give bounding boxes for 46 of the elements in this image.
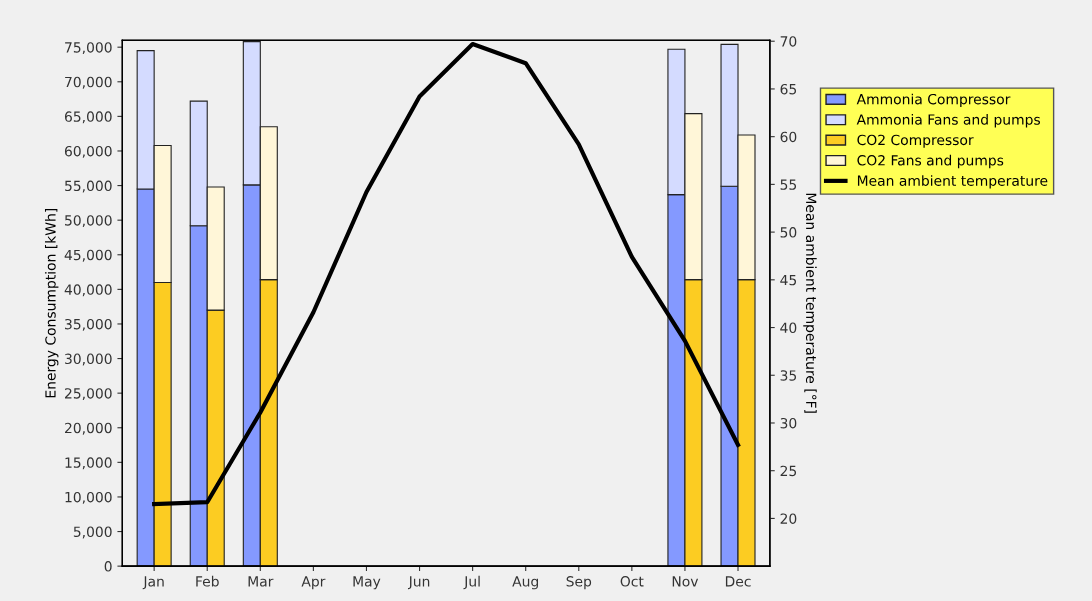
y-tick-label: 45,000 (64, 249, 112, 262)
y2-tick-label: 50 (780, 227, 797, 238)
legend-label: Ammonia Compressor (856, 93, 1011, 108)
y-tick-label: 55,000 (65, 180, 112, 193)
legend-label: CO2 Fans and pumps (857, 154, 1004, 169)
x-tick-label: Oct (620, 576, 644, 587)
y2-tick-label: 65 (780, 83, 797, 95)
y-tick-label: 20,000 (65, 422, 112, 435)
y-axis-title: Energy Consumption [kWh] (44, 208, 59, 398)
y2-tick-label: 35 (780, 370, 797, 381)
y2-tick-label: 55 (780, 179, 797, 190)
y2-tick-label: 70 (780, 36, 797, 47)
y-tick-label: 70,000 (65, 76, 112, 89)
y2-tick-label: 40 (780, 322, 797, 334)
y2-tick-label: 30 (780, 417, 797, 429)
y2-axis-title: Mean ambient temperature [°F] (803, 193, 817, 413)
y-tick-label: 50,000 (65, 215, 112, 228)
x-tick-label: May (353, 576, 381, 590)
y2-tick-label: 25 (780, 465, 797, 477)
y-tick-label: 60,000 (64, 145, 112, 158)
x-tick-label: Apr (301, 576, 326, 590)
x-tick-label: Dec (725, 576, 751, 587)
y2-tick-label: 60 (780, 131, 797, 143)
x-tick-label: Feb (196, 575, 219, 587)
x-tick-label: Jan (142, 576, 164, 590)
x-tick-label: Jun (407, 576, 430, 590)
y-tick-label: 30,000 (65, 353, 112, 366)
y-tick-label: 10,000 (65, 491, 112, 504)
y-tick-label: 25,000 (65, 388, 112, 401)
x-tick-label: Mar (248, 576, 274, 587)
x-tick-label: Nov (672, 576, 699, 587)
x-tick-label: Jul (463, 575, 480, 590)
y2-tick-label: 45 (780, 274, 797, 286)
y-tick-label: 5,000 (73, 526, 112, 539)
y-tick-label: 0 (104, 561, 112, 572)
y-tick-label: 35,000 (65, 318, 112, 331)
y-tick-label: 40,000 (64, 284, 112, 297)
legend-label: Mean ambient temperature (857, 175, 1048, 189)
legend-label: CO2 Compressor (857, 134, 974, 148)
legend-label: Ammonia Fans and pumps (856, 114, 1040, 128)
y-tick-label: 75,000 (65, 42, 112, 55)
x-tick-label: Sep (566, 576, 592, 590)
y-tick-label: 15,000 (65, 457, 112, 470)
x-tick-label: Aug (512, 576, 538, 590)
y-tick-label: 65,000 (64, 111, 112, 124)
y2-tick-label: 20 (780, 513, 797, 524)
